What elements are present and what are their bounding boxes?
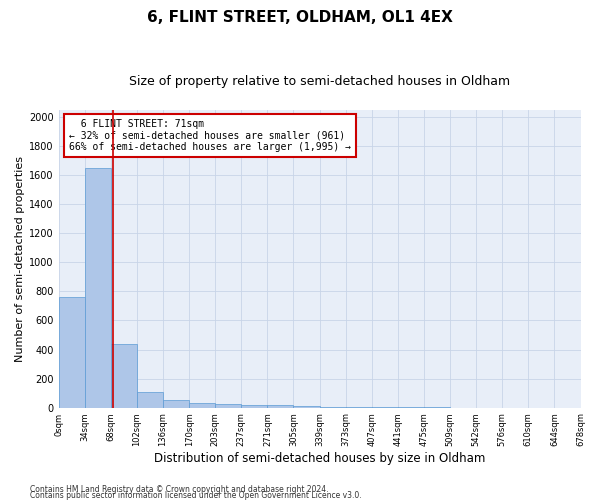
Text: Contains HM Land Registry data © Crown copyright and database right 2024.: Contains HM Land Registry data © Crown c…: [30, 484, 329, 494]
Bar: [293, 406, 320, 408]
Bar: [268, 406, 293, 407]
Text: 6 FLINT STREET: 71sqm
← 32% of semi-detached houses are smaller (961)
66% of sem: 6 FLINT STREET: 71sqm ← 32% of semi-deta…: [69, 119, 351, 152]
Bar: [320, 407, 346, 408]
Bar: [189, 402, 215, 407]
Text: Contains public sector information licensed under the Open Government Licence v3: Contains public sector information licen…: [30, 490, 362, 500]
Bar: [137, 392, 163, 407]
Bar: [163, 400, 189, 407]
Y-axis label: Number of semi-detached properties: Number of semi-detached properties: [15, 156, 25, 362]
Bar: [85, 168, 111, 408]
Bar: [215, 404, 241, 407]
Title: Size of property relative to semi-detached houses in Oldham: Size of property relative to semi-detach…: [129, 75, 510, 88]
Text: 6, FLINT STREET, OLDHAM, OL1 4EX: 6, FLINT STREET, OLDHAM, OL1 4EX: [147, 10, 453, 25]
X-axis label: Distribution of semi-detached houses by size in Oldham: Distribution of semi-detached houses by …: [154, 452, 485, 465]
Bar: [241, 404, 268, 407]
Bar: [111, 344, 137, 407]
Bar: [59, 298, 85, 408]
